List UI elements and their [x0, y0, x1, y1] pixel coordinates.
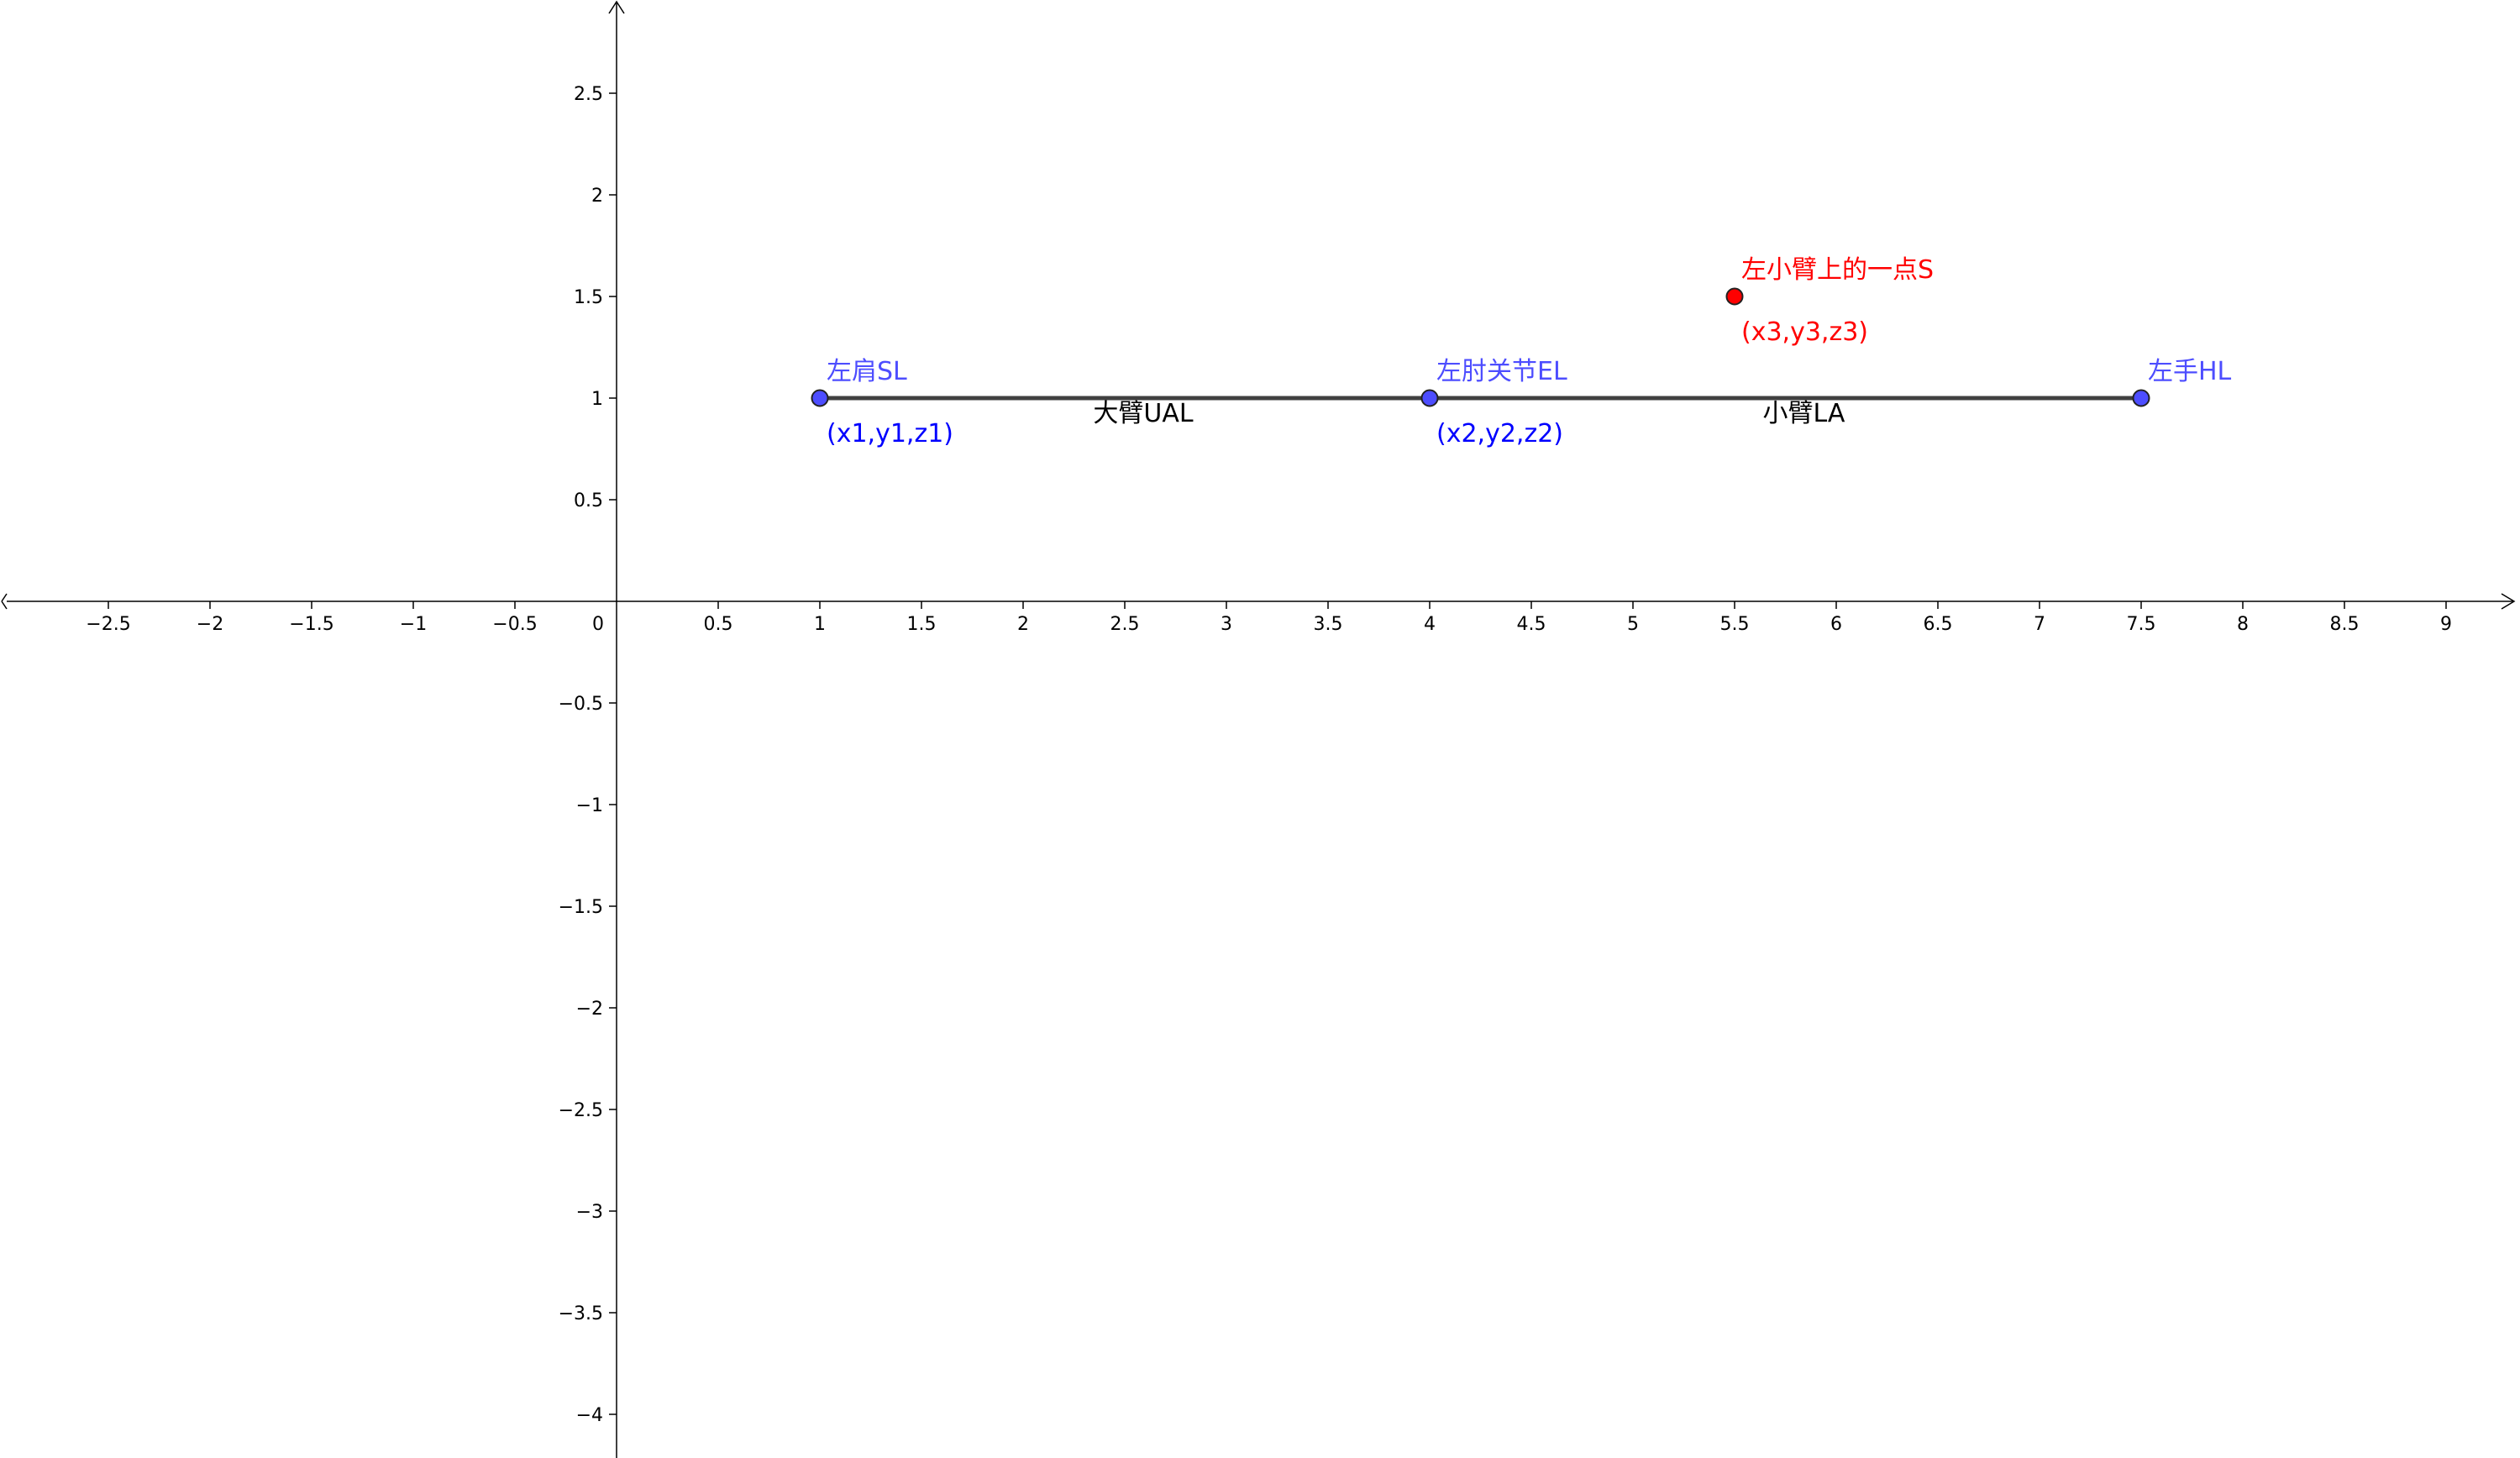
hand-name-label: 左手HL: [2148, 357, 2232, 386]
y-tick-label: −1: [576, 795, 603, 816]
x-tick-label: 1: [814, 614, 826, 635]
y-tick-label: −0.5: [559, 694, 603, 715]
y-tick-label: 1.5: [574, 287, 603, 308]
y-tick-label: −2.5: [559, 1100, 603, 1121]
x-tick-label: −2.5: [86, 614, 130, 635]
x-tick-label: 7: [2034, 614, 2045, 635]
x-tick-label: 9: [2440, 614, 2452, 635]
elbow-name-label: 左肘关节EL: [1436, 357, 1567, 386]
shoulder-point: [811, 389, 829, 407]
upper-arm-label: 大臂UAL: [1093, 399, 1193, 428]
x-tick-label: 2: [1017, 614, 1029, 635]
x-tick-label: −0.5: [492, 614, 537, 635]
y-tick-label: −3.5: [559, 1303, 603, 1324]
forearm-point-name-label: 左小臂上的一点S: [1741, 255, 1934, 285]
y-axis-ticks: 2.5 2 1.5 1 0.5 −0.5 −1 −1.5 −2 −2.5 −3 −3.5 −4: [559, 84, 617, 1426]
y-tick-label: 1: [591, 389, 603, 410]
x-axis-ticks: −2.5 −2 −1.5 −1 −0.5 0.5 1 1.5 2 2.5 3 3.5 4 4.5 5 5.5 6…: [86, 601, 2452, 635]
x-tick-label: 6: [1830, 614, 1842, 635]
x-tick-label: 5: [1627, 614, 1639, 635]
y-tick-label: 2.5: [574, 84, 603, 105]
x-tick-label: 6.5: [1924, 614, 1953, 635]
forearm-point-point: [1725, 287, 1744, 306]
x-tick-label: 3.5: [1314, 614, 1343, 635]
x-tick-label: 8.5: [2330, 614, 2360, 635]
x-axis-arrow-left: [1, 593, 8, 610]
x-tick-label: 1.5: [907, 614, 937, 635]
x-tick-label: 4.5: [1517, 614, 1546, 635]
y-tick-label: −3: [576, 1202, 603, 1223]
x-tick-label: 0.5: [704, 614, 733, 635]
elbow-coords-label: (x2,y2,z2): [1436, 419, 1563, 448]
y-tick-label: −1.5: [559, 897, 603, 918]
forearm-label: 小臂LA: [1763, 399, 1845, 428]
hand-point: [2132, 389, 2150, 407]
x-axis-arrow-right: [2501, 593, 2516, 610]
forearm-point-coords-label: (x3,y3,z3): [1741, 317, 1868, 347]
y-tick-label: 2: [591, 186, 603, 207]
x-tick-label: 4: [1424, 614, 1436, 635]
x-tick-label: 7.5: [2127, 614, 2156, 635]
x-tick-label: −1.5: [289, 614, 333, 635]
x-tick-label: 8: [2237, 614, 2249, 635]
shoulder-coords-label: (x1,y1,z1): [827, 419, 953, 448]
shoulder-name-label: 左肩SL: [827, 357, 907, 386]
arm-segments: 大臂UAL 小臂LA: [820, 396, 2141, 428]
y-tick-label: −2: [576, 999, 603, 1020]
x-tick-label: −1: [400, 614, 427, 635]
x-tick-label: −2: [197, 614, 223, 635]
arm-points: 左肩SL (x1,y1,z1) 左肘关节EL (x2,y2,z2) 左手HL 左小臂上的一…: [811, 255, 2232, 448]
origin-label: 0: [592, 614, 604, 635]
y-axis-arrow-up: [608, 0, 625, 14]
x-tick-label: 3: [1221, 614, 1232, 635]
y-tick-label: −4: [576, 1405, 603, 1426]
x-tick-label: 5.5: [1720, 614, 1750, 635]
x-tick-label: 2.5: [1110, 614, 1140, 635]
y-tick-label: 0.5: [574, 490, 603, 511]
elbow-point: [1420, 389, 1439, 407]
